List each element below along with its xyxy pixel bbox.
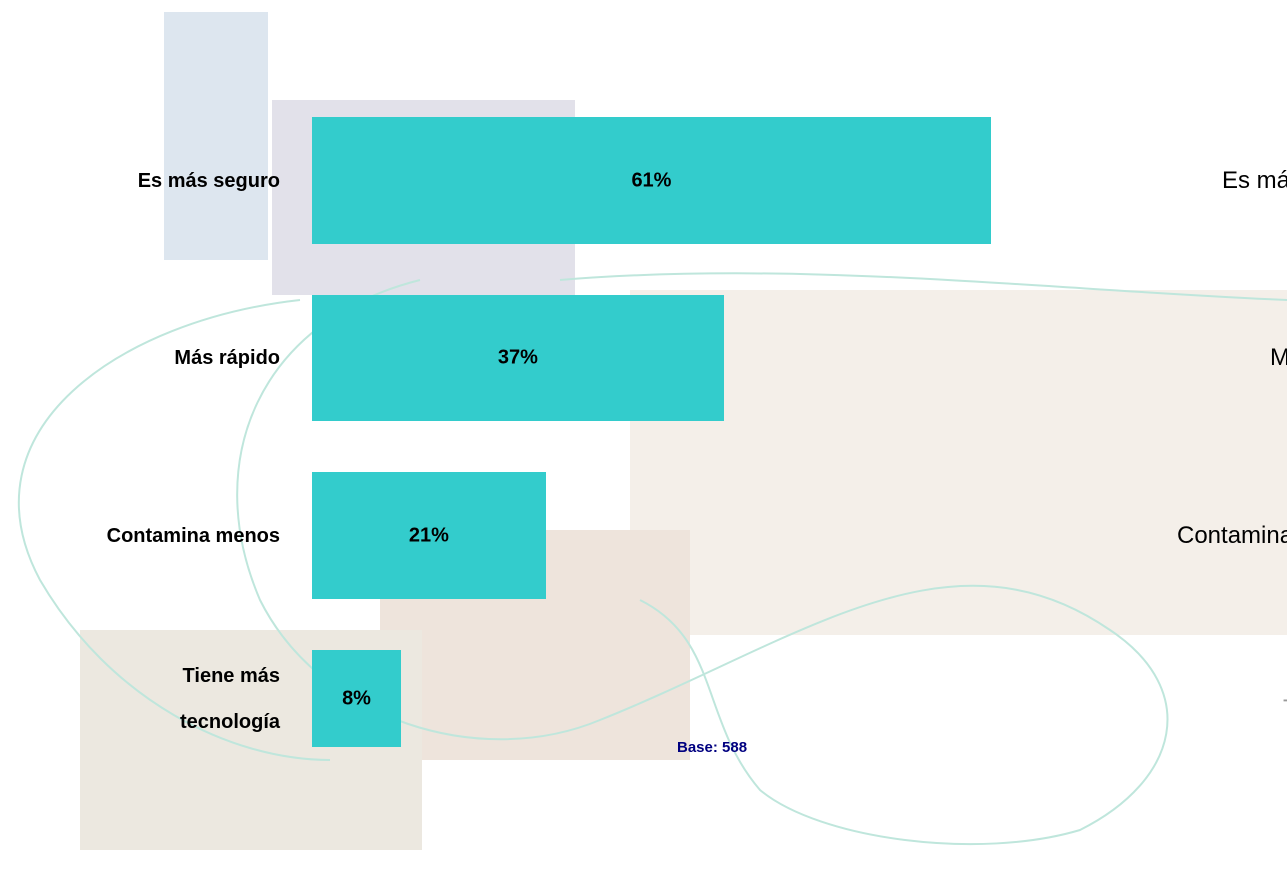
bar bbox=[312, 117, 991, 244]
bg-photo bbox=[630, 290, 1287, 635]
value-label: 21% bbox=[408, 524, 449, 546]
value-label: 37% bbox=[497, 346, 538, 369]
base-note: Base: 588 bbox=[677, 739, 748, 756]
value-label: 61% bbox=[631, 169, 672, 191]
category-label: Más rápido bbox=[174, 347, 280, 369]
bg-curve bbox=[17, 299, 331, 761]
category-label: Tiene más tecnología bbox=[179, 664, 280, 733]
clipped-label: Es más seguro bbox=[1222, 166, 1287, 194]
clipped-label: Más rápido bbox=[1270, 344, 1287, 371]
bg-curve bbox=[559, 272, 1287, 301]
bar bbox=[312, 295, 724, 421]
bar bbox=[312, 472, 546, 599]
category-label: Contamina menos bbox=[106, 524, 280, 547]
bg-curve bbox=[236, 279, 1169, 846]
bar bbox=[312, 650, 402, 747]
clipped-label: Tiene más tecnología bbox=[1283, 695, 1287, 723]
value-label: 8% bbox=[342, 687, 371, 709]
bg-photo bbox=[164, 12, 268, 260]
category-label: Es más seguro bbox=[137, 169, 280, 192]
clipped-label: Contamina menos bbox=[1177, 521, 1287, 549]
